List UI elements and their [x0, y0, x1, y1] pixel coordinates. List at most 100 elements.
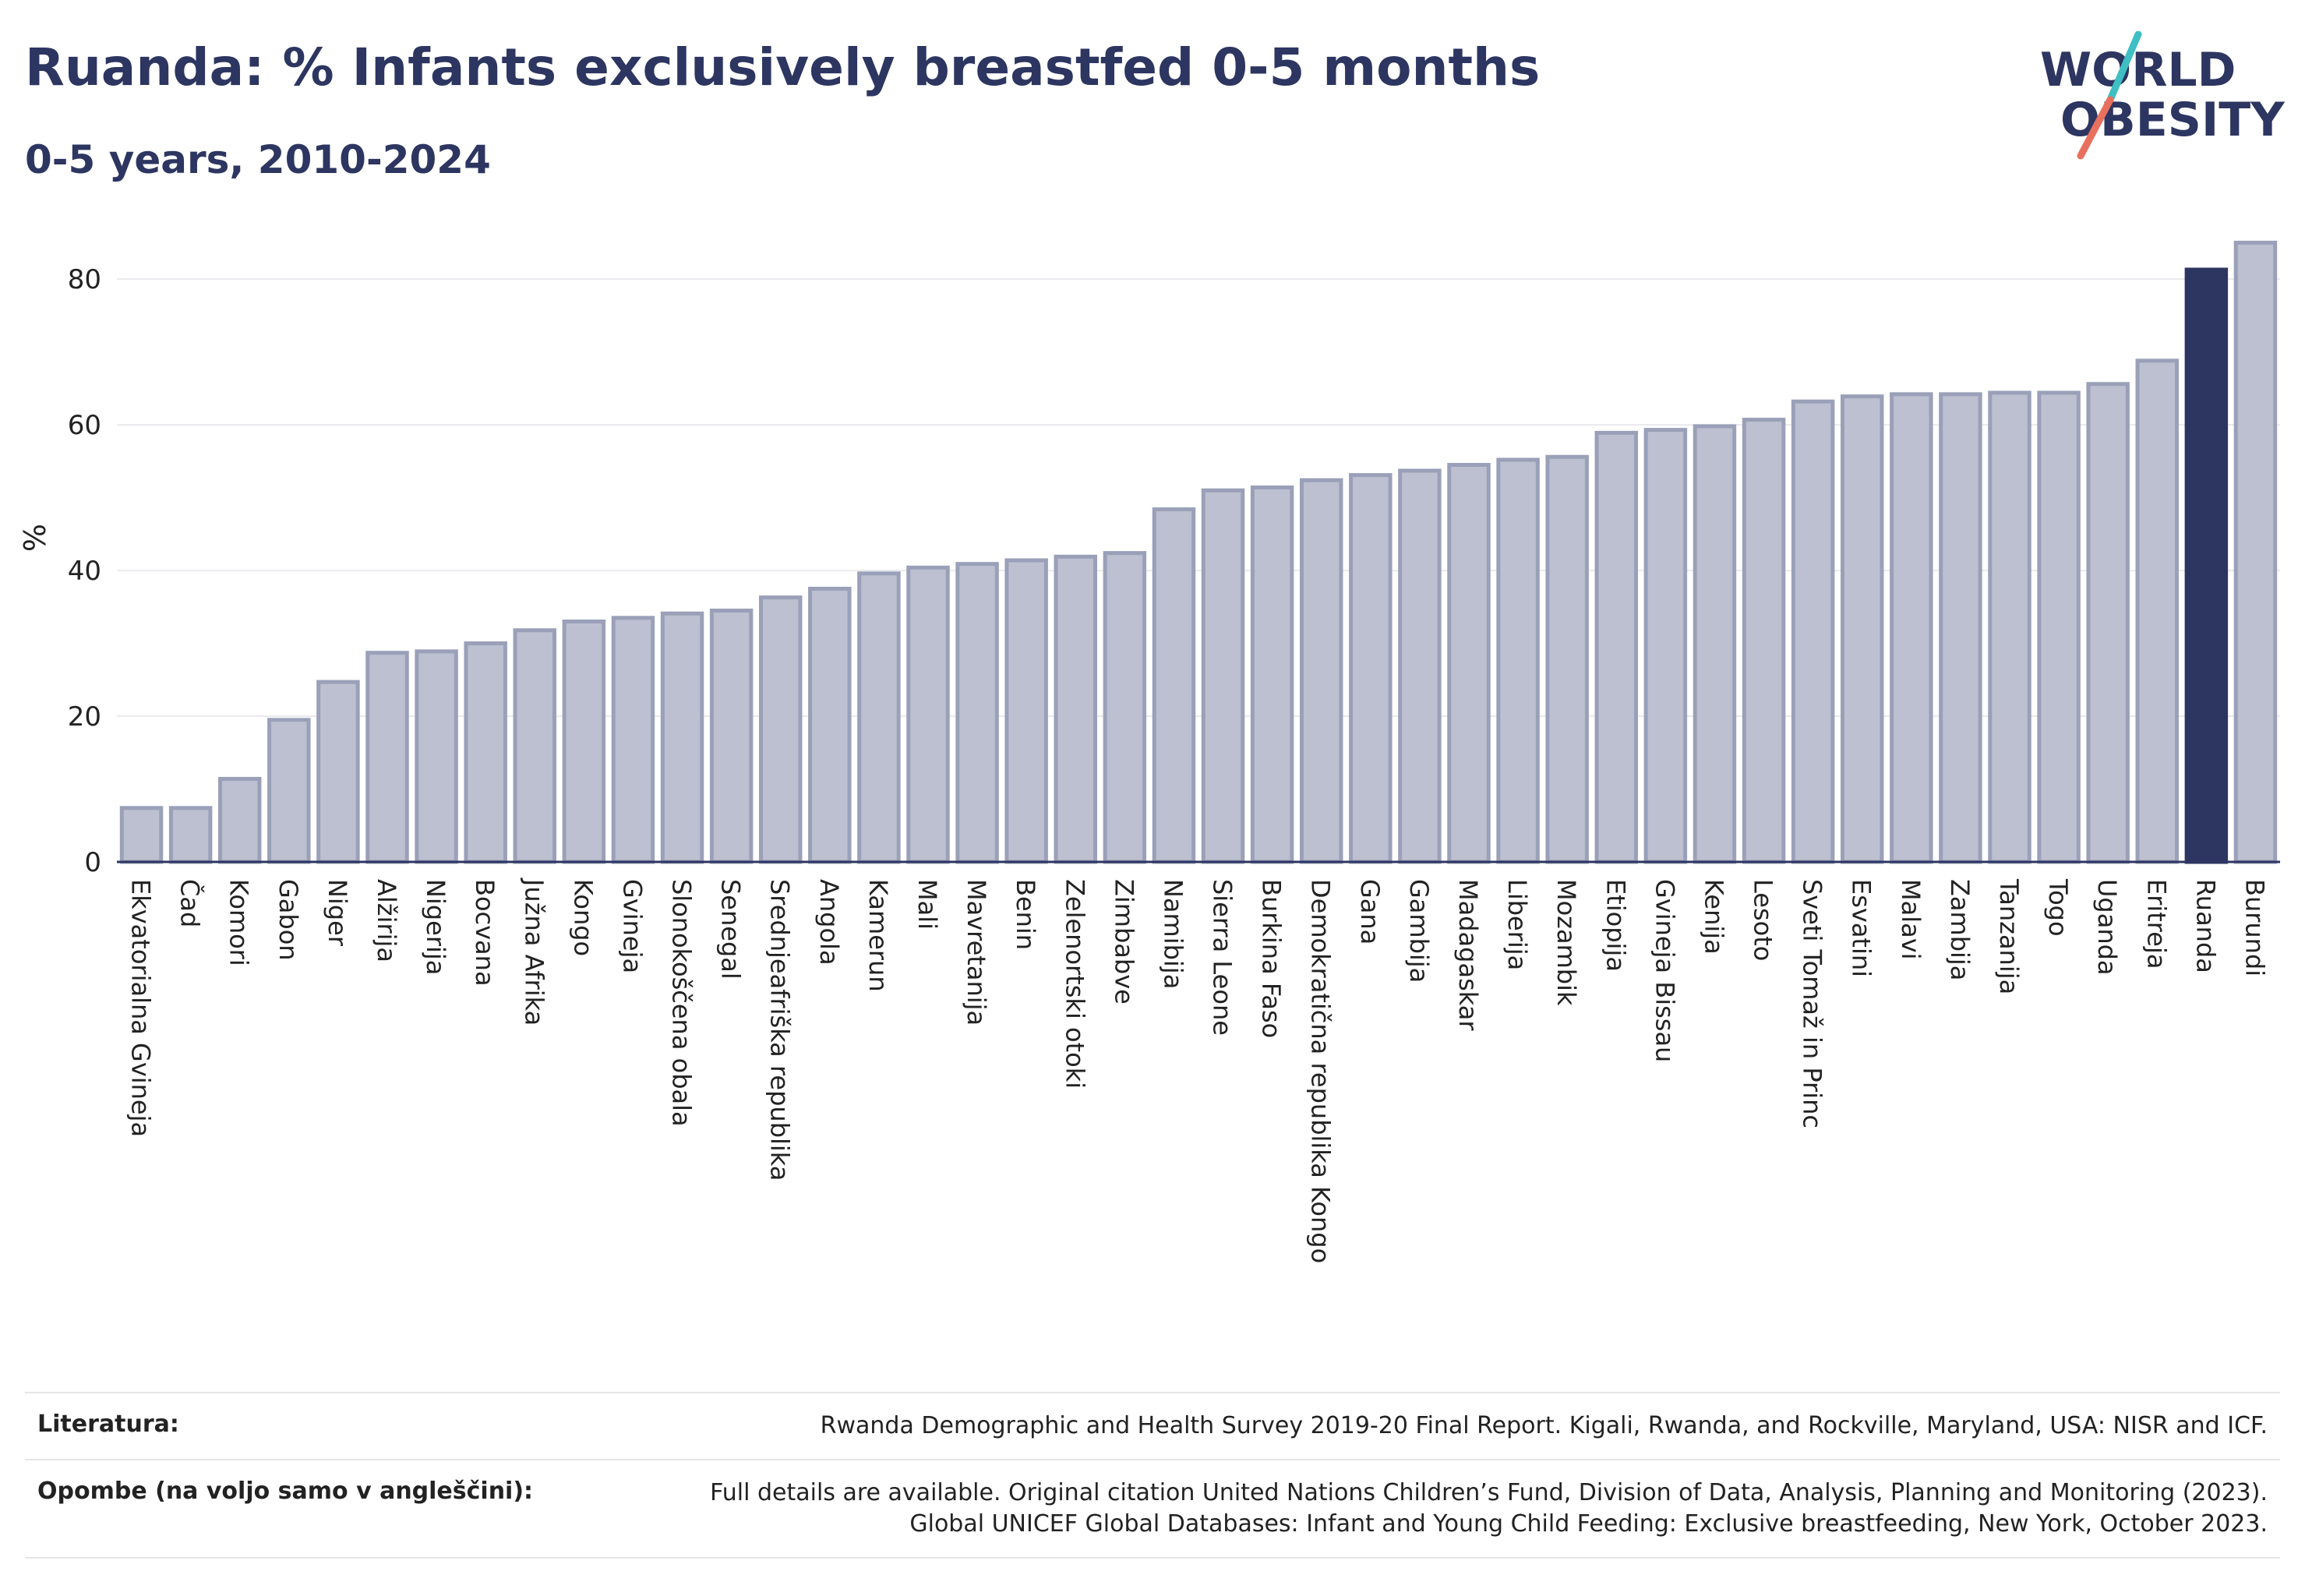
footer: Literatura: Rwanda Demographic and Health… [25, 1392, 2280, 1559]
x-tick-label: Mozambik [1551, 879, 1581, 1006]
x-tick-label: Zelenortski otoki [1060, 879, 1089, 1089]
bar [415, 649, 458, 864]
x-tick-label: Gvineja Bissau [1650, 879, 1679, 1062]
bar [1496, 457, 1540, 864]
x-tick-label: Sierra Leone [1208, 879, 1237, 1036]
bar [1594, 430, 1639, 864]
bar [906, 565, 950, 864]
x-tick-label: Komori [224, 879, 254, 966]
bar [2233, 240, 2278, 864]
world-obesity-logo: WORLD OBESITY [2040, 31, 2286, 160]
x-tick-label: Zimbabve [1109, 879, 1138, 1005]
bar [611, 616, 655, 864]
x-tick-label: Senegal [716, 879, 746, 980]
x-tick-label: Togo [2043, 878, 2073, 937]
bar [365, 651, 409, 864]
x-tick-label: Burkina Faso [1257, 879, 1287, 1038]
bar [513, 628, 557, 864]
footer-row: Opombe (na voljo samo v angleščini): Full… [25, 1459, 2280, 1559]
bar [168, 806, 213, 864]
logo-word-world: WORLD [2040, 43, 2236, 97]
y-tick-labels: 0 20 40 60 80 [68, 264, 101, 878]
x-tick-label: Gabon [274, 879, 303, 961]
footer-label: Literatura: [37, 1411, 179, 1438]
x-tick-label: Sveti Tomaž in Princ [1798, 879, 1827, 1128]
x-tick-label: Lesoto [1749, 879, 1778, 961]
x-tick-label: Južna Afrika [519, 877, 549, 1026]
bar [660, 611, 704, 864]
bar [955, 562, 999, 864]
bar [1890, 392, 1933, 864]
bar [217, 776, 262, 864]
bar [1939, 392, 1982, 864]
x-tick-label: Esvatini [1847, 879, 1876, 977]
bar [808, 586, 852, 864]
x-tick-label: Eritreja [2141, 879, 2171, 969]
bar [1152, 507, 1196, 864]
bar [1545, 454, 1589, 864]
bar [1250, 485, 1294, 864]
x-tick-label: Mavretanija [962, 879, 991, 1026]
x-tick-label: Niger [323, 879, 352, 947]
bar [1299, 478, 1343, 864]
footer-row: Literatura: Rwanda Demographic and Health… [25, 1392, 2280, 1459]
x-tick-label: Madagaskar [1453, 879, 1483, 1031]
bar [2135, 358, 2180, 864]
footer-label: Opombe (na voljo samo v angleščini): [37, 1478, 534, 1505]
bar [464, 641, 507, 864]
x-tick-label: Etiopija [1601, 879, 1630, 972]
bar [267, 718, 311, 864]
bar [2086, 382, 2130, 864]
bar-chart: 0 20 40 60 80 Ekvatorialna Gvineja Čad Komori G… [18, 240, 2280, 1263]
bar [709, 608, 754, 864]
bar [857, 571, 901, 864]
bar [1742, 418, 1786, 864]
x-tick-label: Tanzanija [1994, 878, 2024, 994]
footer-text: Rwanda Demographic and Health Survey 201… [821, 1411, 2268, 1442]
x-tick-label: Čad [175, 879, 206, 927]
x-tick-label: Angola [814, 879, 844, 966]
x-tick-label: Ekvatorialna Gvineja [126, 879, 156, 1137]
x-tick-label: Gvineja [617, 879, 647, 973]
y-tick-label: 0 [84, 847, 101, 878]
footer-text: Full details are available. Original cit… [710, 1478, 2268, 1540]
x-tick-label: Kamerun [863, 879, 893, 992]
bars [119, 240, 2278, 864]
bar [1447, 463, 1491, 864]
y-tick-label: 80 [68, 264, 101, 295]
x-tick-label: Zambija [1945, 879, 1975, 980]
x-tick-label: Gambija [1404, 879, 1434, 983]
bar [1791, 399, 1835, 864]
x-tick-label: Kenija [1699, 879, 1728, 955]
y-tick-label: 20 [68, 701, 101, 733]
bar [1988, 390, 2031, 864]
x-tick-label: Burundi [2240, 879, 2269, 976]
bar [1004, 558, 1048, 864]
bar [1643, 428, 1688, 864]
x-tick-label: Nigerija [421, 879, 450, 975]
bar [1693, 424, 1737, 864]
x-tick-label: Kongo [568, 879, 598, 956]
x-tick-label: Malavi [1896, 879, 1926, 960]
chart-title: Ruanda: % Infants exclusively breastfed … [25, 37, 1541, 97]
bar [1398, 468, 1442, 864]
x-tick-labels: Ekvatorialna Gvineja Čad Komori Gabon Niger A… [126, 877, 2270, 1263]
bar [2184, 267, 2229, 864]
logo-slash-coral [2077, 96, 2114, 160]
x-tick-label: Liberija [1502, 879, 1532, 970]
x-tick-label: Mali [912, 879, 942, 930]
x-tick-label: Demokratična republika Kongo [1306, 879, 1336, 1263]
footer-text-line: Rwanda Demographic and Health Survey 201… [820, 1412, 2268, 1439]
logo-slash-teal [2106, 31, 2142, 104]
x-tick-label: Benin [1011, 879, 1040, 950]
chart-subtitle: 0-5 years, 2010-2024 [25, 137, 491, 182]
bar [1840, 394, 1884, 864]
x-tick-label: Bocvana [470, 879, 499, 987]
bar [1054, 554, 1098, 864]
x-tick-label: Srednjeafriška republika [765, 879, 795, 1181]
x-tick-label: Namibija [1158, 879, 1188, 989]
bar [2037, 390, 2081, 864]
x-tick-label: Slonokoščena obala [667, 879, 697, 1127]
y-tick-label: 40 [68, 556, 101, 587]
footer-text-line: Full details are available. Original cit… [710, 1479, 2268, 1506]
